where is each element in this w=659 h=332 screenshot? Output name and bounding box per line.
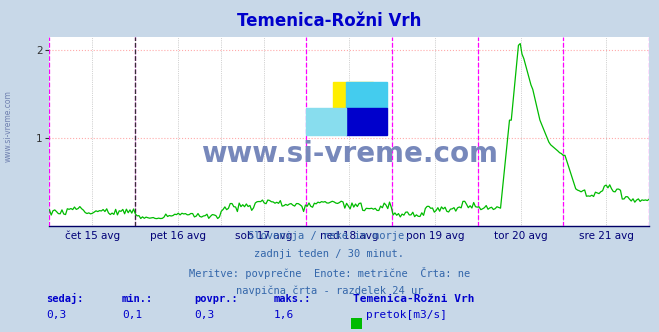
Bar	[333, 82, 373, 109]
Bar	[346, 109, 387, 135]
Text: 0,3: 0,3	[46, 310, 67, 320]
Text: Temenica-Rožni Vrh: Temenica-Rožni Vrh	[353, 294, 474, 304]
Text: Slovenija / reke in morje.: Slovenija / reke in morje.	[248, 231, 411, 241]
Bar	[346, 82, 387, 109]
Text: 0,3: 0,3	[194, 310, 215, 320]
Text: pretok[m3/s]: pretok[m3/s]	[366, 310, 447, 320]
Bar	[306, 109, 346, 135]
Text: 1,6: 1,6	[273, 310, 294, 320]
Text: 0,1: 0,1	[122, 310, 142, 320]
Text: Temenica-Rožni Vrh: Temenica-Rožni Vrh	[237, 12, 422, 30]
Text: maks.:: maks.:	[273, 294, 311, 304]
Text: min.:: min.:	[122, 294, 153, 304]
Text: povpr.:: povpr.:	[194, 294, 238, 304]
Text: www.si-vreme.com: www.si-vreme.com	[201, 140, 498, 168]
Text: navpična črta - razdelek 24 ur: navpična črta - razdelek 24 ur	[236, 286, 423, 296]
Text: zadnji teden / 30 minut.: zadnji teden / 30 minut.	[254, 249, 405, 259]
Text: Meritve: povprečne  Enote: metrične  Črta: ne: Meritve: povprečne Enote: metrične Črta:…	[189, 267, 470, 279]
Text: www.si-vreme.com: www.si-vreme.com	[3, 90, 13, 162]
Text: sedaj:: sedaj:	[46, 293, 84, 304]
